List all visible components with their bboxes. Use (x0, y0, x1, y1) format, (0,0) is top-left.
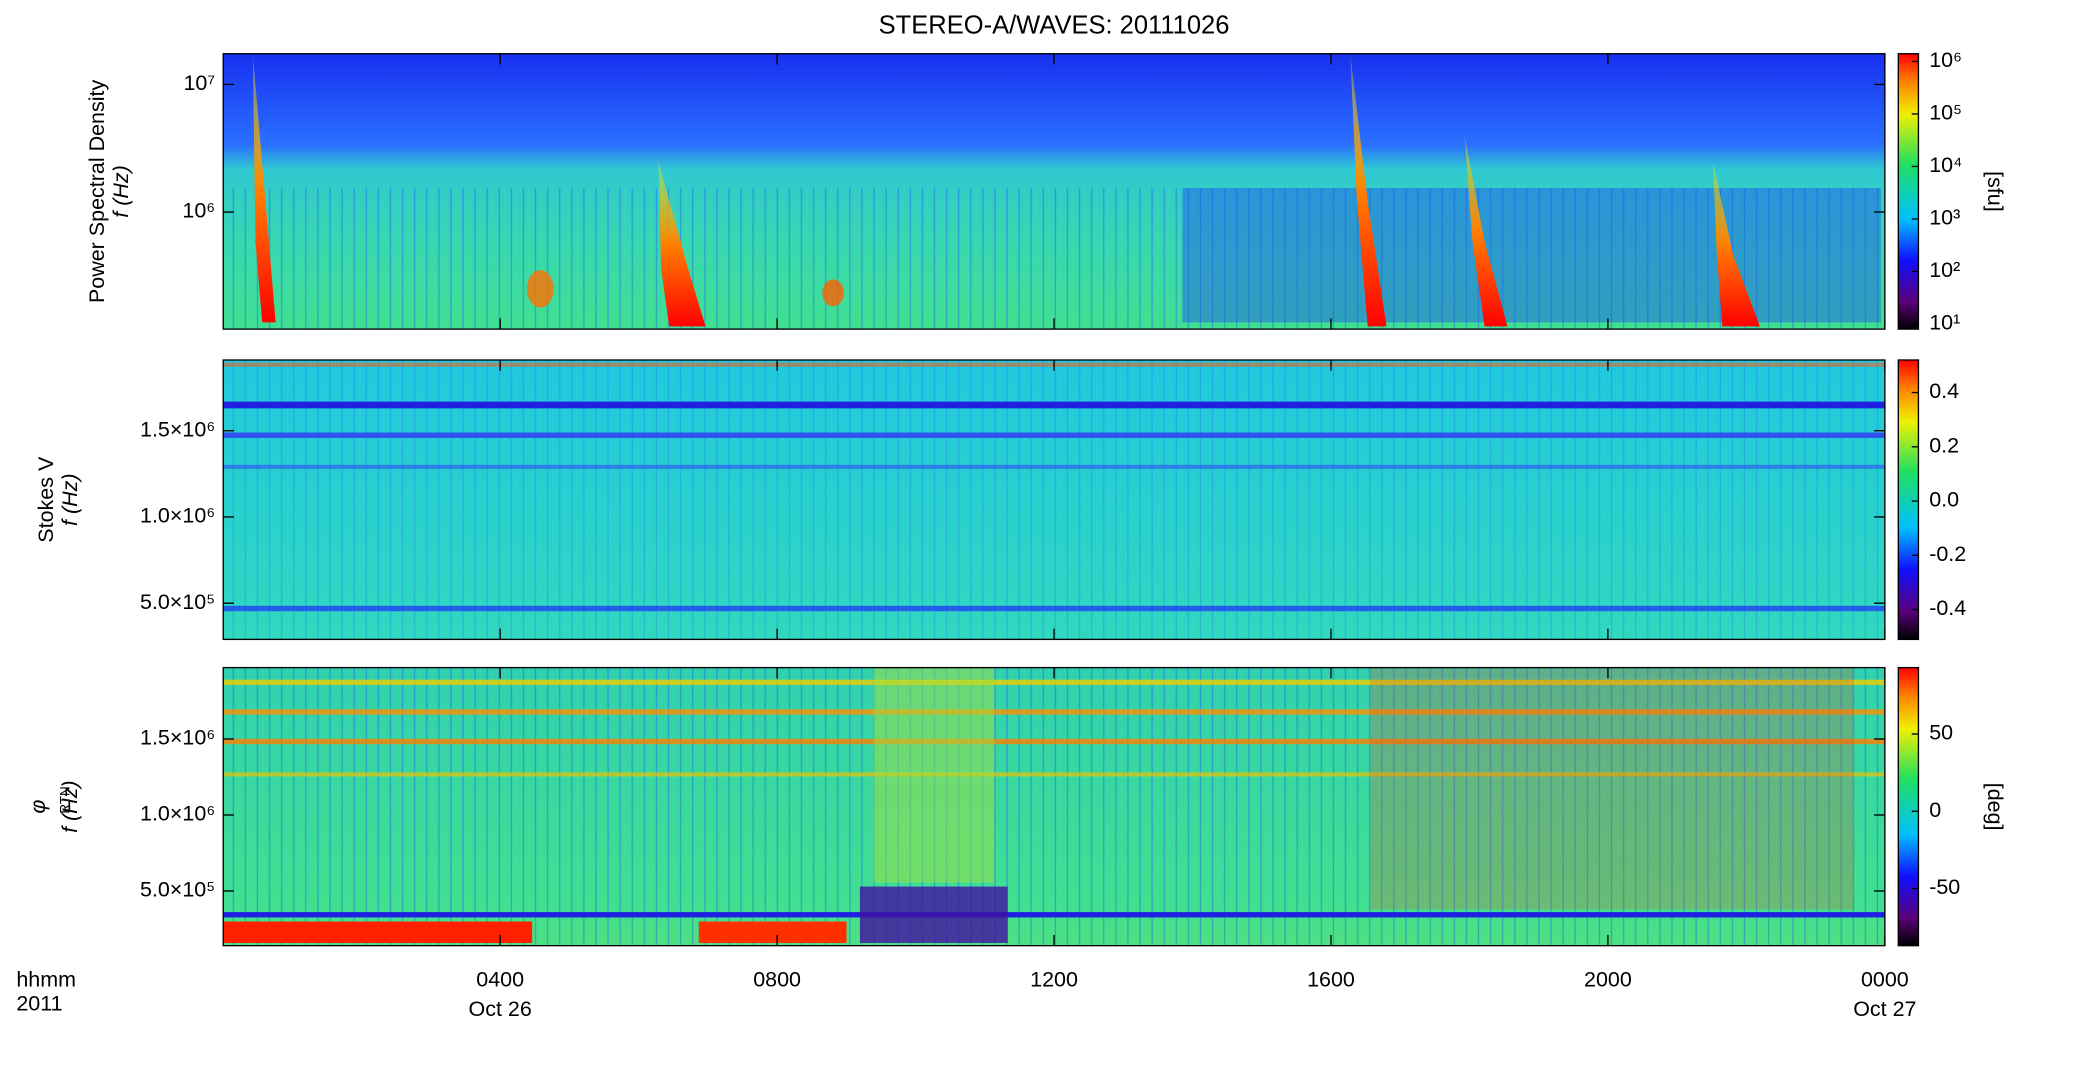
colorbar-label: [sfu] (1983, 171, 2007, 212)
burst (822, 279, 844, 307)
x-axis-label: hhmm (16, 967, 76, 991)
colorbar-tick-label: 10³ (1929, 206, 1960, 230)
burst (658, 161, 706, 327)
x-tick-date: Oct 27 (1853, 997, 1916, 1021)
colorbar-tick-label: -50 (1929, 875, 1960, 899)
texture (1182, 188, 1881, 323)
colorbar (1897, 53, 1920, 330)
y-axis-label: f (Hz) (58, 780, 82, 833)
y-tick-label: 1.0×10⁶ (140, 802, 215, 826)
texture (223, 912, 1885, 918)
texture (223, 772, 1885, 777)
y-axis-label: f (Hz) (109, 165, 133, 218)
burst (1712, 161, 1760, 327)
colorbar-tick-label: 10⁶ (1929, 48, 1962, 72)
colorbar-label: [deg] (1983, 783, 2007, 831)
colorbar (1897, 359, 1920, 641)
texture (223, 605, 1885, 612)
y-axis-label: Power Spectral Density (85, 80, 109, 304)
texture (873, 667, 995, 883)
y-tick-label: 5.0×10⁵ (140, 878, 215, 902)
texture (223, 432, 1885, 438)
colorbar-tick-label: 50 (1929, 721, 1953, 745)
y-tick-label: 1.5×10⁶ (140, 417, 215, 441)
colorbar (1897, 666, 1920, 947)
burst (252, 53, 276, 323)
colorbar-tick-label: 10⁴ (1929, 153, 1962, 177)
texture (223, 738, 1885, 745)
colorbar-tick-label: 0.4 (1929, 379, 1959, 403)
colorbar-tick-label: -0.2 (1929, 542, 1966, 566)
chart-title: STEREO-A/WAVES: 20111026 (879, 12, 1230, 40)
texture (1370, 667, 1854, 910)
x-tick-label: 0000 (1861, 967, 1909, 991)
colorbar-tick-label: 10² (1929, 258, 1960, 282)
x-tick-label: 2000 (1584, 967, 1632, 991)
texture (859, 886, 1008, 943)
x-tick-label: 1200 (1030, 967, 1078, 991)
y-axis-label-sub: RTN (58, 786, 73, 813)
y-axis-label: φ (26, 800, 50, 814)
texture (223, 464, 1885, 469)
spectrogram-texture (223, 53, 1885, 946)
x-tick-label: 0400 (476, 967, 524, 991)
burst (1350, 53, 1387, 327)
y-tick-label: 5.0×10⁵ (140, 590, 215, 614)
y-tick-label: 1.5×10⁶ (140, 726, 215, 750)
texture (223, 679, 1885, 686)
burst (526, 270, 554, 308)
colorbar-tick-label: 10⁵ (1929, 101, 1962, 125)
colorbar-tick-label: 10¹ (1929, 311, 1960, 335)
x-tick-label: 0800 (753, 967, 801, 991)
texture (698, 921, 847, 943)
y-tick-label: 10⁶ (182, 199, 215, 223)
x-tick-date: Oct 26 (469, 997, 532, 1021)
x-tick-label: 1600 (1307, 967, 1355, 991)
colorbar-tick-label: 0.2 (1929, 433, 1959, 457)
colorbar-tick-label: -0.4 (1929, 596, 1966, 620)
x-axis-label: 2011 (16, 991, 62, 1015)
texture (223, 921, 533, 943)
texture (223, 188, 1885, 330)
burst (1464, 134, 1508, 327)
y-tick-label: 1.0×10⁶ (140, 504, 215, 528)
colorbar-tick-label: 0 (1929, 798, 1941, 822)
colorbar-tick-label: 0.0 (1929, 488, 1959, 512)
y-axis-label: Stokes V (34, 456, 58, 543)
texture (223, 401, 1885, 409)
texture (223, 709, 1885, 715)
y-axis-label: f (Hz) (58, 473, 82, 526)
y-tick-label: 10⁷ (183, 71, 215, 95)
